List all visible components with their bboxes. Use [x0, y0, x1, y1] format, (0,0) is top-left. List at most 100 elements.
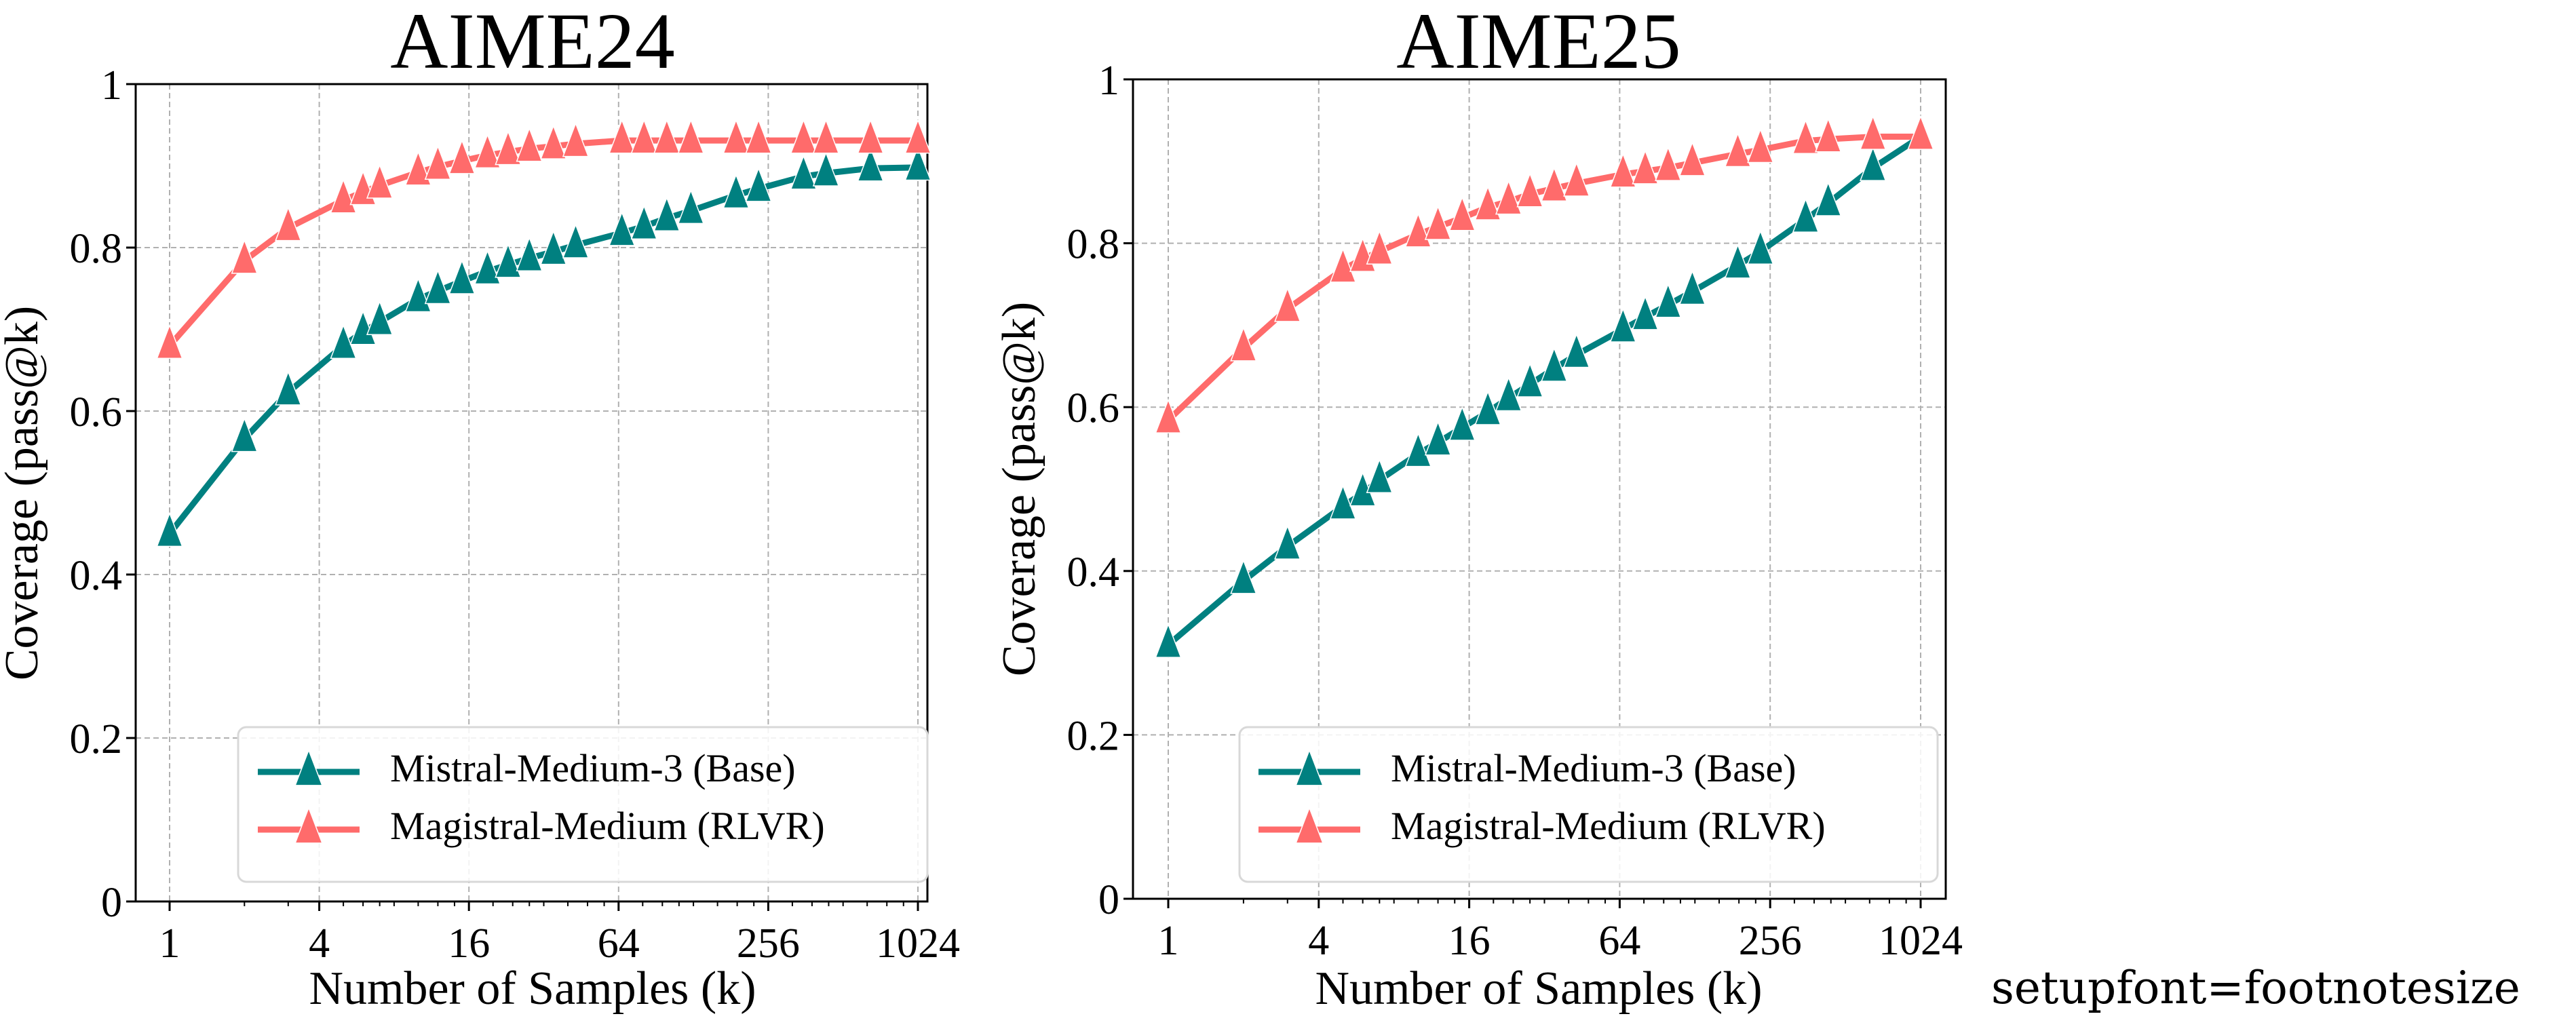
- y-tick-label: 1: [1098, 58, 1119, 104]
- y-axis-label: Coverage (pass@k): [0, 306, 48, 680]
- data-point: [424, 144, 452, 180]
- y-tick-label: 0.6: [1067, 385, 1120, 431]
- footnote-text: setupfont=footnotesize: [1991, 962, 2520, 1014]
- x-tick-label: 1024: [1879, 918, 1963, 964]
- data-point: [1792, 119, 1820, 154]
- chart-title: AIME25: [1396, 0, 1681, 85]
- y-axis-label: Coverage (pass@k): [993, 302, 1045, 676]
- y-tick-label: 0.8: [70, 226, 123, 272]
- data-point: [790, 119, 818, 154]
- data-point: [904, 145, 931, 181]
- data-point: [1632, 149, 1659, 185]
- data-point: [1724, 244, 1752, 279]
- y-tick-label: 0: [101, 880, 122, 926]
- data-point: [1541, 347, 1568, 382]
- data-point: [231, 416, 258, 452]
- legend: [1238, 726, 1939, 883]
- data-point: [1404, 212, 1432, 248]
- data-point: [630, 204, 657, 240]
- data-point: [1274, 524, 1301, 560]
- data-point: [562, 223, 590, 258]
- data-point: [609, 119, 636, 154]
- data-point: [540, 229, 567, 265]
- data-point: [294, 806, 323, 844]
- data-point: [1404, 431, 1432, 467]
- y-tick-label: 0.2: [1067, 713, 1120, 759]
- data-point: [1655, 146, 1682, 181]
- legend-label-rlvr: Magistral-Medium (RLVR): [1391, 804, 1826, 848]
- data-point: [1230, 326, 1257, 362]
- data-point: [540, 124, 567, 159]
- data-point: [156, 511, 183, 547]
- y-tick-label: 0.6: [70, 389, 123, 435]
- x-tick-label: 4: [1308, 918, 1329, 964]
- data-point: [474, 133, 501, 169]
- data-point: [609, 211, 636, 246]
- data-point: [723, 173, 750, 209]
- chart-aime25: 1 4 16 64 256 1024 0 0.2 0.4 0.6 0.8 1 AIME25 Numbe…: [993, 0, 1963, 1015]
- data-point: [1366, 229, 1393, 265]
- data-point: [1495, 179, 1522, 215]
- legend-box: [1238, 726, 1939, 883]
- x-tick-label: 16: [448, 920, 490, 967]
- data-point: [275, 206, 302, 241]
- y-tick-label: 1: [101, 62, 122, 109]
- data-point: [1609, 153, 1637, 188]
- x-axis-label: Number of Samples (k): [309, 963, 756, 1015]
- data-point: [1632, 295, 1659, 330]
- data-point: [1329, 248, 1357, 283]
- data-point: [404, 277, 432, 313]
- y-tick-label: 0.2: [70, 716, 123, 762]
- series-rlvr: [1155, 115, 1934, 433]
- x-tick-label: 1024: [876, 920, 960, 967]
- data-point: [404, 151, 432, 186]
- plot-frame: [1132, 78, 1947, 900]
- data-point: [653, 196, 680, 231]
- data-point: [1274, 287, 1301, 322]
- x-tick-label: 1: [159, 920, 180, 967]
- data-point: [677, 119, 705, 154]
- data-point: [1448, 196, 1476, 231]
- data-point: [745, 119, 772, 154]
- data-point: [1747, 128, 1774, 163]
- data-point: [495, 130, 522, 166]
- data-point: [294, 748, 323, 786]
- x-tick-label: 1: [1158, 918, 1179, 964]
- plot-frame: [134, 83, 929, 903]
- data-point: [1295, 748, 1324, 786]
- data-point: [1815, 117, 1842, 153]
- x-tick-label: 256: [737, 920, 800, 967]
- data-point: [448, 259, 476, 294]
- data-point: [156, 324, 183, 359]
- y-tick-label: 0: [1098, 877, 1119, 923]
- data-point: [1366, 458, 1393, 494]
- data-point: [1424, 205, 1452, 240]
- x-tick-label: 256: [1739, 918, 1802, 964]
- legend-box: [237, 726, 929, 883]
- data-point: [1563, 161, 1590, 197]
- data-point: [562, 121, 590, 157]
- data-point: [745, 167, 772, 202]
- series-rlvr: [156, 119, 931, 359]
- data-point: [1448, 406, 1476, 441]
- data-point: [448, 139, 476, 174]
- data-point: [1724, 132, 1752, 168]
- data-point: [1747, 229, 1774, 265]
- data-point: [904, 119, 931, 154]
- data-point: [1655, 283, 1682, 318]
- data-point: [1295, 806, 1324, 844]
- data-point: [330, 324, 357, 359]
- x-tick-label: 16: [1448, 918, 1491, 964]
- data-point: [1155, 623, 1182, 658]
- data-point: [330, 178, 357, 214]
- data-point: [857, 119, 884, 154]
- data-point: [1541, 166, 1568, 202]
- data-point: [1678, 269, 1706, 305]
- data-point: [1815, 181, 1842, 216]
- data-point: [1474, 390, 1501, 425]
- data-point: [231, 239, 258, 274]
- data-point: [516, 127, 543, 162]
- y-tick-label: 0.8: [1067, 222, 1120, 268]
- data-point: [495, 243, 522, 278]
- data-point: [812, 119, 840, 154]
